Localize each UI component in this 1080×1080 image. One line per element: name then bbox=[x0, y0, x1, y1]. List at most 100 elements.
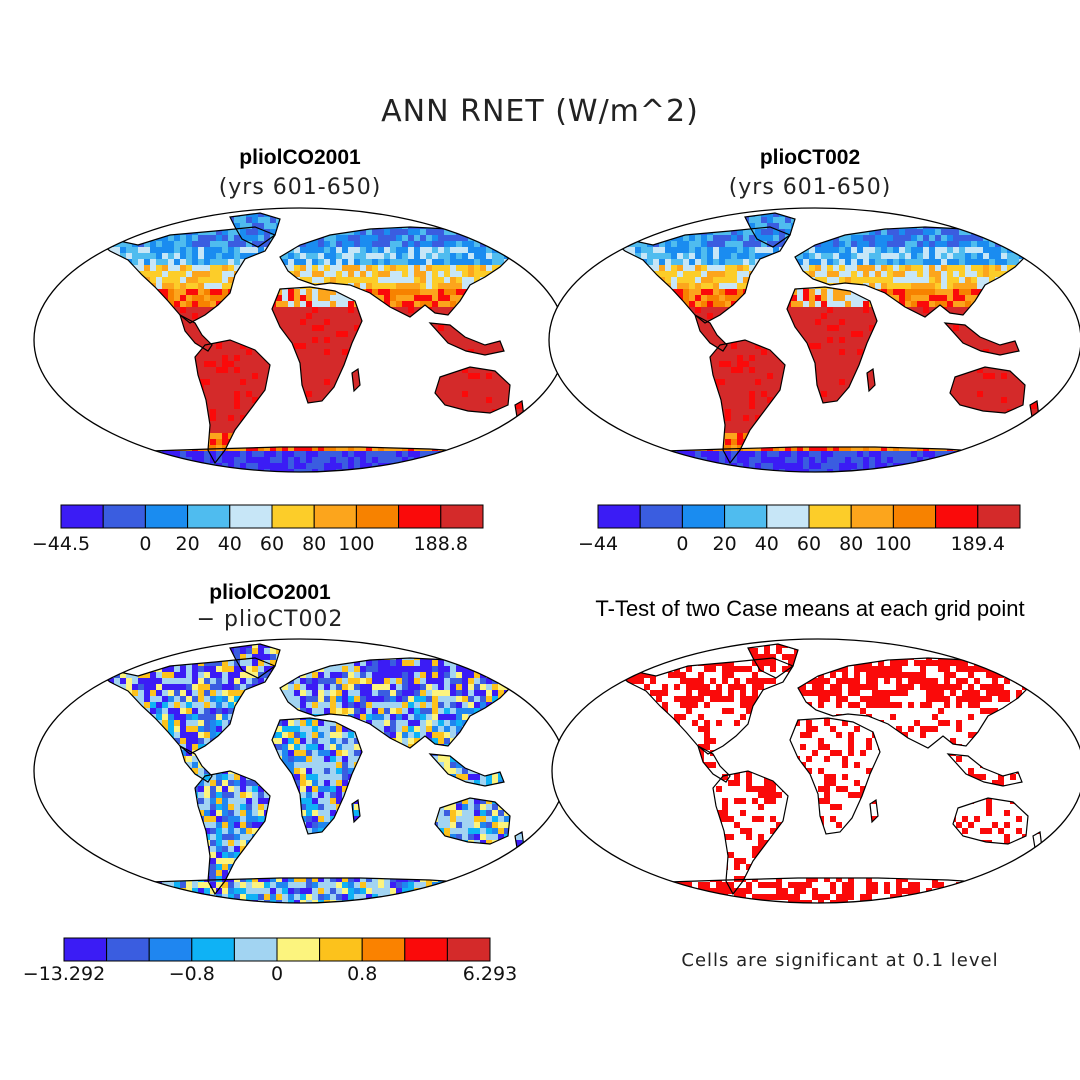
map-cell bbox=[348, 457, 354, 463]
map-cell bbox=[378, 295, 384, 301]
map-cell bbox=[396, 283, 402, 289]
map-cell bbox=[306, 373, 312, 379]
map-cell bbox=[545, 247, 551, 253]
map-cell bbox=[899, 205, 905, 211]
map-cell bbox=[450, 373, 456, 379]
map-cell bbox=[228, 385, 234, 391]
map-cell bbox=[1001, 223, 1007, 229]
map-cell bbox=[264, 361, 270, 367]
map-cell bbox=[551, 211, 557, 217]
map-cell bbox=[36, 235, 42, 241]
map-cell bbox=[522, 433, 524, 439]
map-cell bbox=[228, 235, 234, 241]
map-cell bbox=[180, 301, 186, 307]
map-cell bbox=[965, 253, 971, 259]
map-cell bbox=[581, 217, 587, 223]
map-cell bbox=[701, 253, 707, 259]
map-cell bbox=[228, 271, 234, 277]
map-cell bbox=[498, 385, 504, 391]
map-cell bbox=[534, 451, 540, 457]
map-cell bbox=[198, 295, 204, 301]
map-cell bbox=[60, 265, 66, 271]
map-cell bbox=[528, 247, 534, 253]
map-cell bbox=[222, 283, 228, 289]
map-cell bbox=[887, 259, 893, 265]
map-cell bbox=[528, 445, 534, 451]
map-cell bbox=[773, 235, 779, 241]
map-cell bbox=[701, 241, 707, 247]
map-cell bbox=[264, 217, 270, 223]
map-cell bbox=[510, 421, 516, 427]
map-cell bbox=[444, 265, 450, 271]
map-cell bbox=[228, 427, 234, 433]
map-cell bbox=[306, 337, 312, 343]
map-cell bbox=[695, 235, 701, 241]
coastline-africa bbox=[271, 286, 363, 404]
map-cell bbox=[827, 241, 833, 247]
map-cell bbox=[881, 247, 887, 253]
map-cell bbox=[198, 313, 204, 319]
map-cell bbox=[785, 217, 791, 223]
map-cell bbox=[498, 391, 504, 397]
map-cell bbox=[1067, 223, 1073, 229]
map-cell bbox=[48, 211, 54, 217]
map-cell bbox=[731, 259, 737, 265]
map-cell bbox=[581, 223, 587, 229]
map-cell bbox=[551, 229, 557, 235]
map-cell bbox=[450, 247, 456, 253]
map-cell bbox=[444, 241, 450, 247]
map-cell bbox=[450, 337, 456, 343]
map-cell bbox=[605, 247, 611, 253]
map-cell bbox=[318, 337, 324, 343]
map-cell bbox=[48, 265, 54, 271]
map-cell bbox=[959, 241, 965, 247]
map-cell bbox=[78, 223, 84, 229]
map-cell bbox=[294, 301, 300, 307]
map-cell bbox=[911, 259, 917, 265]
map-cell bbox=[234, 229, 240, 235]
map-cell bbox=[240, 241, 246, 247]
map-cell bbox=[372, 229, 378, 235]
map-cell bbox=[947, 241, 953, 247]
map-cell bbox=[372, 241, 378, 247]
map-cell bbox=[677, 213, 683, 217]
map-cell bbox=[486, 265, 492, 271]
map-cell bbox=[162, 253, 168, 259]
map-cell bbox=[516, 445, 522, 451]
map-cell bbox=[707, 253, 713, 259]
map-cell bbox=[444, 277, 450, 283]
map-cell bbox=[498, 343, 504, 349]
map-cell bbox=[498, 205, 504, 211]
map-cell bbox=[348, 271, 354, 277]
map-cell bbox=[402, 259, 408, 265]
map-cell bbox=[342, 241, 348, 247]
map-cell bbox=[545, 253, 551, 259]
map-cell bbox=[971, 247, 977, 253]
map-cell bbox=[246, 379, 252, 385]
map-cell bbox=[30, 361, 36, 367]
map-cell bbox=[953, 253, 959, 259]
map-cell bbox=[1025, 235, 1031, 241]
map-cell bbox=[258, 373, 264, 379]
map-cell bbox=[462, 391, 468, 397]
map-cell bbox=[336, 277, 342, 283]
case1-title: pliolCO2001 bbox=[239, 146, 361, 169]
map-cell bbox=[701, 213, 707, 217]
map-cell bbox=[120, 469, 126, 472]
map-cell bbox=[234, 415, 240, 421]
map-cell bbox=[941, 259, 947, 265]
map-cell bbox=[324, 253, 330, 259]
map-case1 bbox=[30, 205, 567, 473]
map-cell bbox=[923, 213, 929, 217]
map-cell bbox=[192, 277, 198, 283]
map-cell bbox=[192, 253, 198, 259]
map-cell bbox=[372, 469, 378, 472]
map-cell bbox=[42, 415, 48, 421]
map-cell bbox=[420, 295, 426, 301]
map-cell bbox=[563, 247, 569, 253]
map-cell bbox=[635, 205, 641, 211]
map-cell bbox=[198, 213, 204, 217]
map-cell bbox=[504, 247, 510, 253]
map-cell bbox=[911, 229, 917, 235]
map-cell bbox=[66, 265, 72, 271]
